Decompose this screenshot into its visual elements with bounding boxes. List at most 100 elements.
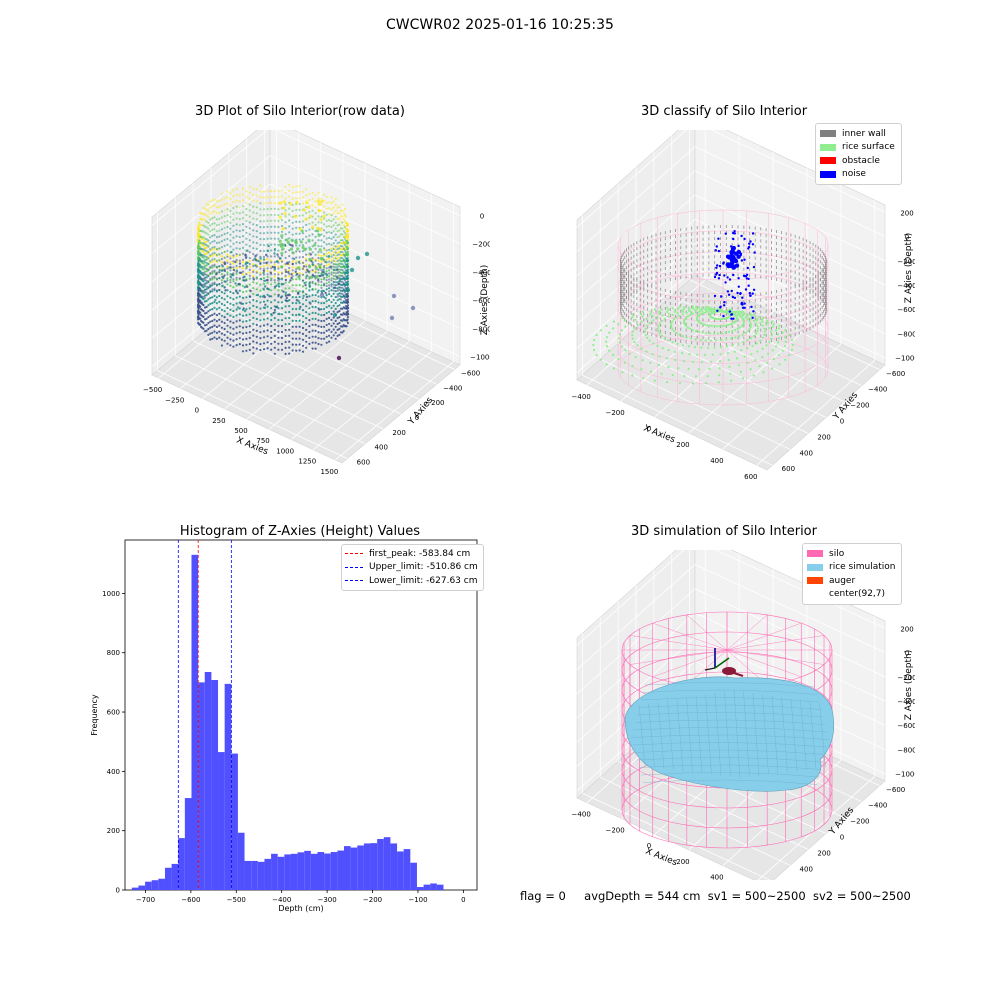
raw-wall-point (207, 269, 210, 272)
raw-wall-point (314, 212, 317, 215)
raw-wall-point (232, 248, 235, 251)
raw-wall-point (336, 317, 339, 320)
classify-wall-point (630, 311, 632, 315)
raw-wall-point (215, 253, 218, 256)
raw-wall-point (346, 283, 349, 286)
classify-wall-point (639, 322, 641, 326)
raw-wall-point (241, 258, 245, 261)
raw-wall-point (248, 197, 251, 200)
classify-wall-point (821, 262, 823, 266)
classify-wall-point (630, 256, 632, 260)
classify-rice-point (696, 353, 699, 356)
classify-rice-point (709, 339, 713, 342)
histogram-legend-label: Lower_limit: -627.63 cm (369, 575, 478, 586)
raw-wall-point (346, 307, 349, 310)
raw-wall-point (298, 337, 301, 340)
raw-wall-point (252, 316, 255, 319)
classify-noise-point (747, 245, 751, 249)
raw-wall-point (288, 189, 291, 192)
raw-ytick: 0 (415, 414, 419, 422)
classify-wall-point (624, 286, 626, 290)
classify-wall-point (760, 269, 762, 273)
classify-wall-point (680, 228, 682, 232)
raw-wall-point (270, 277, 273, 280)
classify-rice-point (648, 321, 651, 325)
classify-wall-point (785, 268, 787, 272)
raw-wall-point (211, 296, 214, 299)
classify-wall-point (633, 284, 635, 288)
raw-wall-point (241, 261, 245, 264)
simulation-legend-label: center(92,7) (829, 589, 886, 600)
raw-wall-point (266, 264, 269, 267)
classify-wall-point (708, 318, 710, 322)
raw-wall-point (266, 317, 269, 320)
classify-wall-point (691, 232, 693, 236)
classify-wall-point (675, 315, 676, 318)
classify-wall-point (714, 300, 716, 304)
status-sv2: sv2 = 500~2500 (812, 889, 911, 903)
classify-gridz (694, 170, 886, 262)
raw-wall-point (301, 202, 305, 205)
classify-wall-point (647, 313, 649, 317)
raw-outlier-point (319, 292, 325, 298)
raw-wall-point (241, 270, 245, 273)
classify-wall-point (620, 268, 622, 271)
histogram-bar (324, 853, 331, 890)
raw-wall-point (284, 287, 287, 290)
raw-wall-point (334, 302, 337, 305)
raw-axis-ticks: −500−2500250500750100012501500−600−400−2… (143, 212, 490, 475)
raw-surface-point (229, 266, 232, 269)
raw-obstacle-point (289, 247, 294, 251)
raw-wall-point (323, 337, 326, 340)
raw-wall-point (323, 331, 326, 334)
raw-wall-point (305, 277, 308, 280)
raw-wall-point (291, 296, 294, 299)
classify-noise-point (718, 273, 721, 277)
classify-rice-point (746, 347, 749, 350)
classify-rice-point (663, 317, 666, 320)
raw-wall-point (277, 214, 280, 217)
raw-wall-point (255, 271, 258, 274)
classify-wall-point (702, 318, 704, 322)
classify-rice-point (633, 327, 636, 330)
raw-wall-point (209, 314, 212, 317)
classify-wall-point (647, 307, 649, 311)
classify-wall-point (639, 257, 641, 261)
raw-wall-point (273, 340, 276, 343)
classify-wall-point (636, 320, 638, 324)
classify-wall-point (824, 290, 826, 293)
raw-wall-point (226, 267, 229, 270)
raw-wall-point (330, 271, 333, 274)
classify-wall-point (823, 267, 825, 271)
raw-wall-point (325, 219, 328, 222)
classify-wall-point (633, 260, 635, 264)
classify-wall-point (691, 305, 693, 309)
classify-wall-point (798, 278, 800, 282)
classify-noise-point (752, 288, 756, 291)
raw-wall-point (252, 259, 255, 262)
raw-wall-point (248, 251, 251, 254)
classify-wall-point (754, 311, 756, 315)
raw-wall-point (259, 232, 262, 235)
raw-wall-point (241, 320, 245, 323)
classify-wall-point (669, 332, 671, 335)
raw-wall-point (308, 336, 311, 339)
raw-wall-point (209, 218, 212, 221)
raw-wall-point (298, 220, 301, 223)
raw-wall-point (328, 257, 331, 260)
raw-wall-point (226, 301, 229, 304)
classify-noise-point (751, 243, 755, 246)
raw-wall-point (209, 254, 212, 257)
raw-wall-point (273, 352, 276, 355)
classify-rice-point (756, 324, 759, 328)
raw-wall-point (209, 271, 212, 275)
raw-wall-point (295, 250, 298, 253)
raw-wall-point (220, 332, 223, 335)
classify-legend-entry: noise (820, 168, 895, 182)
classify-wall-point (624, 311, 626, 315)
classify-wall-point (714, 273, 716, 277)
raw-wall-point (226, 324, 229, 327)
raw-wall-point (232, 206, 235, 210)
raw-wall-point (320, 280, 323, 284)
classify-wall-point (643, 312, 645, 316)
